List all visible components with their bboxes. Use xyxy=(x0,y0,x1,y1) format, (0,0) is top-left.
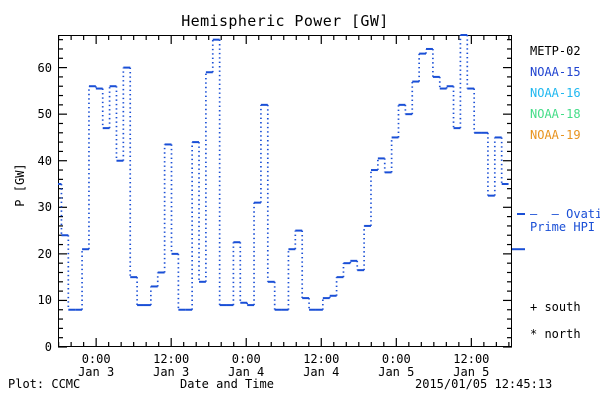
y-axis-tick-label: 50 xyxy=(37,107,52,122)
legend-marker-south: + south xyxy=(530,300,581,314)
series-ovation-prime-hpi xyxy=(58,34,509,311)
x-tick-date: Jan 3 xyxy=(78,365,115,379)
x-tick-time: 0:00 xyxy=(81,352,111,366)
x-axis-tick-label: 12:00 Jan 5 xyxy=(431,353,511,379)
axis-ticks xyxy=(58,35,512,348)
x-tick-date: Jan 3 xyxy=(153,365,190,379)
x-tick-date: Jan 5 xyxy=(453,365,490,379)
x-axis-tick-label: 12:00 Jan 3 xyxy=(131,353,211,379)
timestamp: 2015/01/05 12:45:13 xyxy=(415,377,553,391)
x-tick-date: Jan 4 xyxy=(228,365,265,379)
legend-ovation-line1: – – Ovation xyxy=(530,207,600,221)
x-tick-date: Jan 5 xyxy=(378,365,415,379)
y-axis-tick-label: 0 xyxy=(44,340,52,354)
legend-item-noaa-19: NOAA-19 xyxy=(530,128,581,142)
x-axis-tick-label: 0:00 Jan 4 xyxy=(206,353,286,379)
legend-item-noaa-16: NOAA-16 xyxy=(530,86,581,100)
legend-item-noaa-18: NOAA-18 xyxy=(530,107,581,121)
legend-item-noaa-15: NOAA-15 xyxy=(530,65,581,79)
x-tick-time: 12:00 xyxy=(453,352,490,366)
x-tick-time: 0:00 xyxy=(231,352,261,366)
y-axis-tick-label: 40 xyxy=(37,153,52,168)
x-axis-label: Date and Time xyxy=(180,377,274,391)
y-axis-tick-label: 60 xyxy=(37,60,52,75)
x-tick-time: 12:00 xyxy=(153,352,190,366)
legend-item-ovation-prime-hpi: – – OvationPrime HPI xyxy=(530,208,600,234)
legend-item-metp-02: METP-02 xyxy=(530,44,581,58)
legend-ovation-line2: Prime HPI xyxy=(530,220,596,234)
y-axis-tick-label: 30 xyxy=(37,200,52,215)
x-tick-date: Jan 4 xyxy=(303,365,340,379)
legend-marker-north: * north xyxy=(530,327,581,341)
x-axis-tick-label: 12:00 Jan 4 xyxy=(281,353,361,379)
x-axis-tick-label: 0:00 Jan 5 xyxy=(356,353,436,379)
x-tick-time: 12:00 xyxy=(303,352,340,366)
x-tick-time: 0:00 xyxy=(381,352,411,366)
plot-frame xyxy=(58,35,512,347)
y-axis-tick-label: 10 xyxy=(37,293,52,308)
plot-credit: Plot: CCMC xyxy=(8,377,81,391)
x-axis-tick-label: 0:00 Jan 3 xyxy=(56,353,136,379)
chart-title: Hemispheric Power [GW] xyxy=(181,12,389,30)
y-axis-tick-label: 20 xyxy=(37,246,52,261)
